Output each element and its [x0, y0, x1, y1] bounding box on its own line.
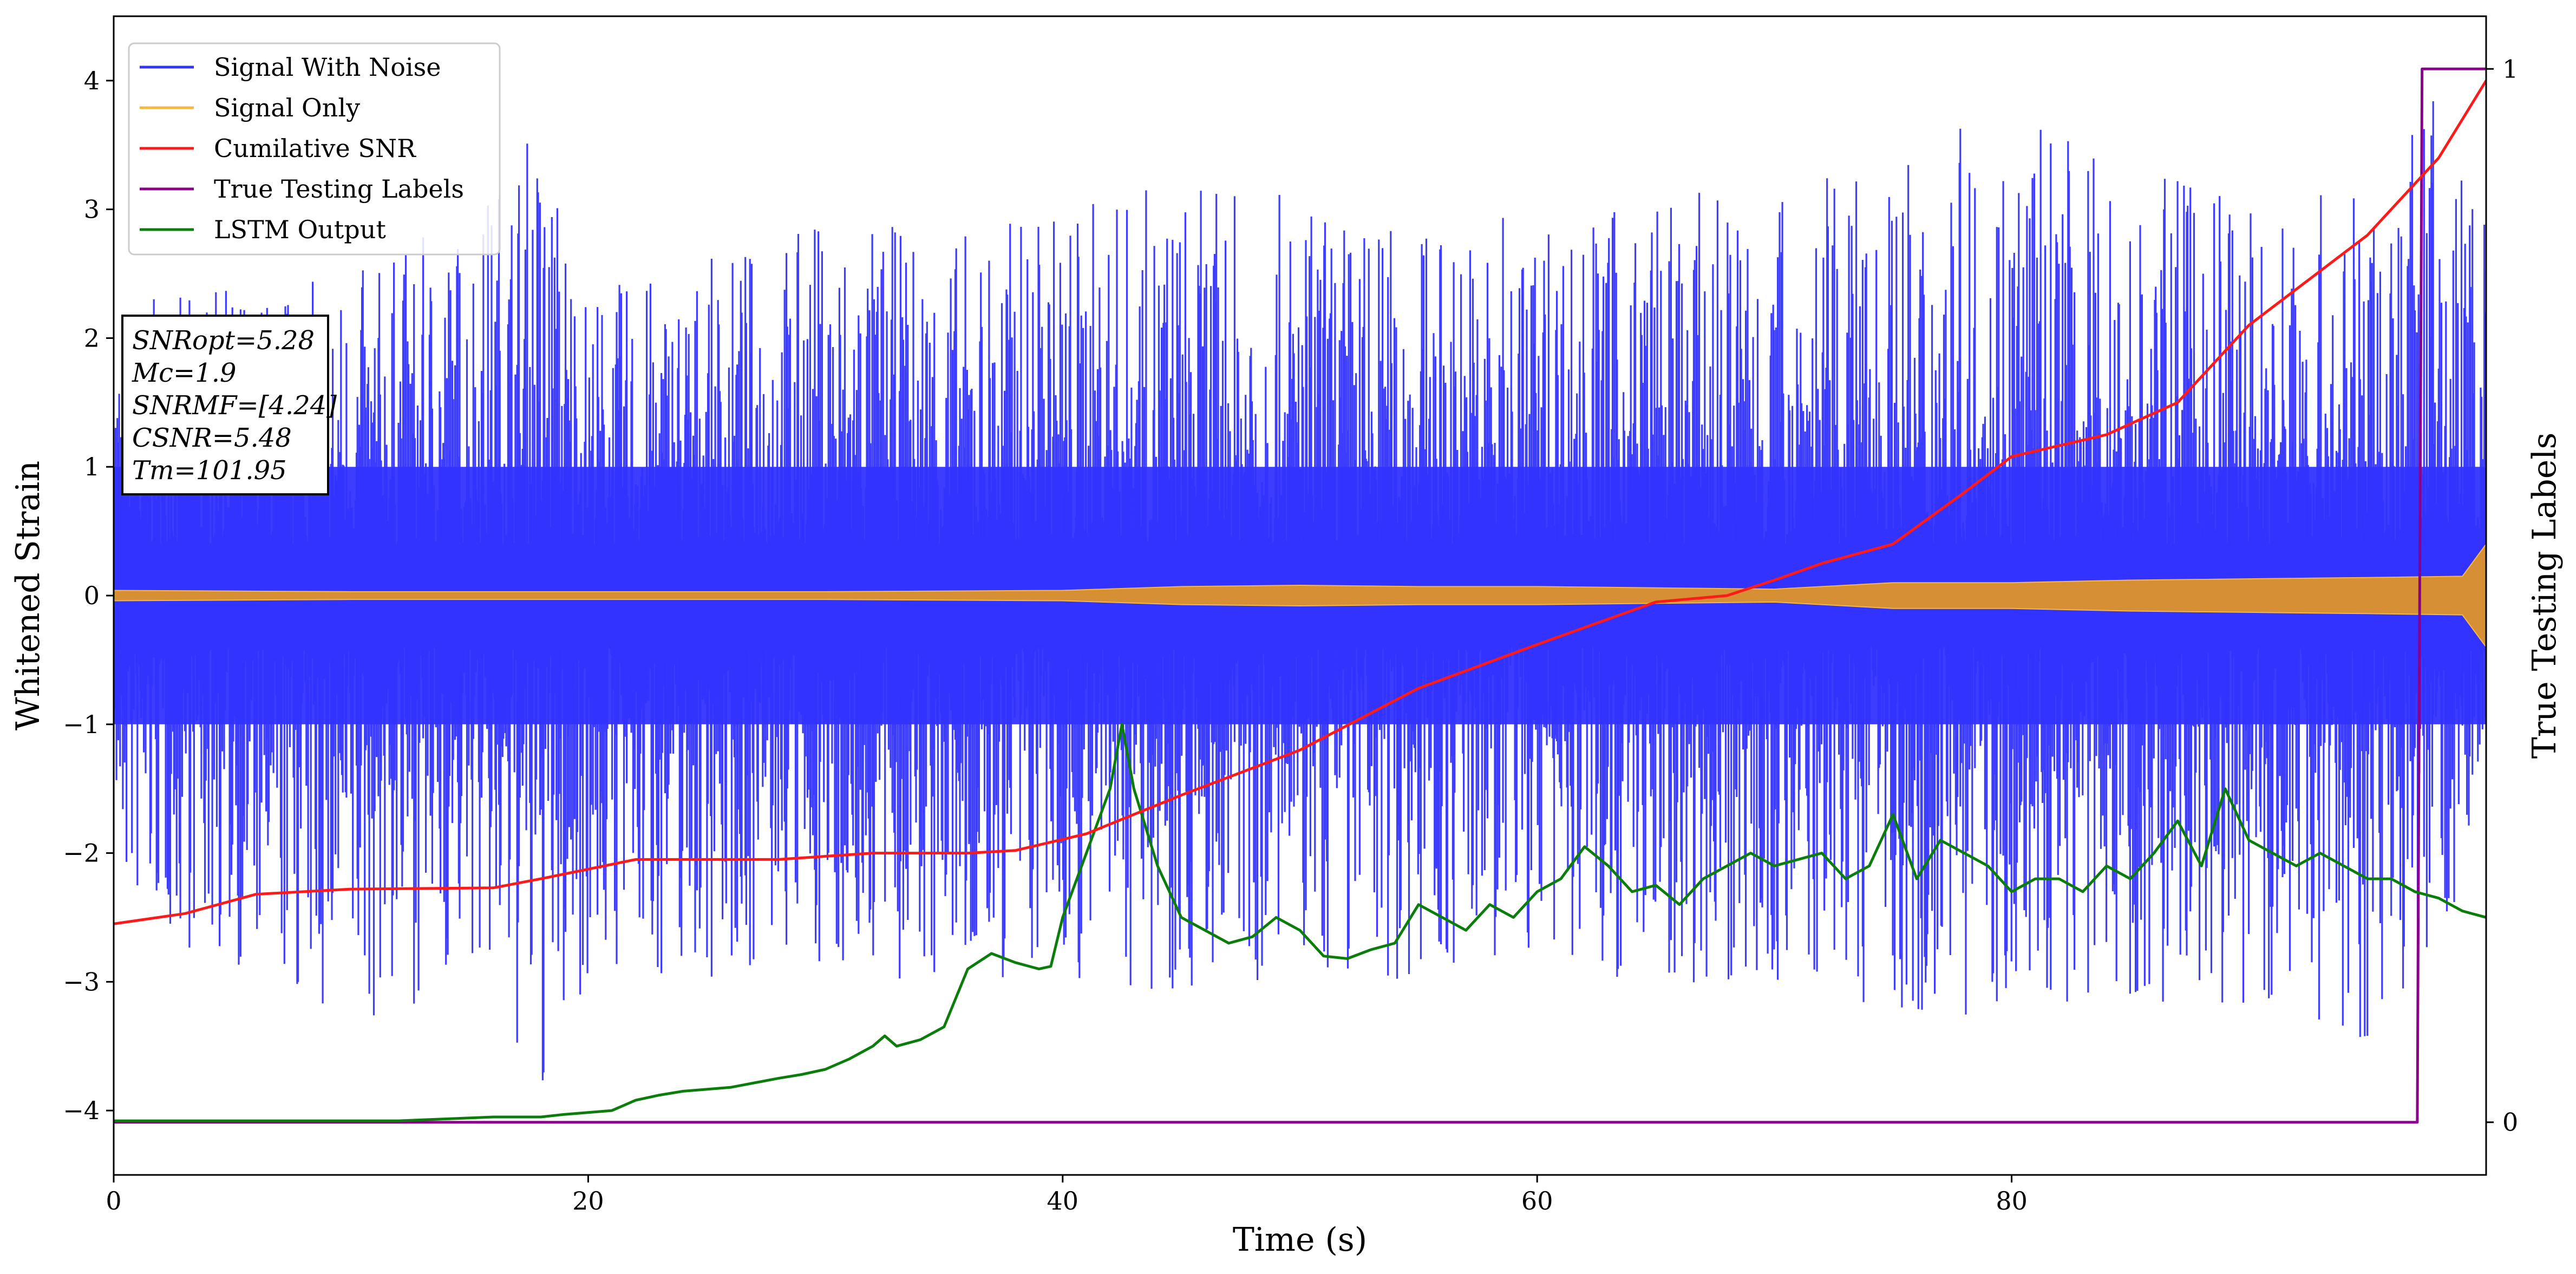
- series-true-testing-labels: [114, 67, 2486, 1124]
- y-tick-label: −2: [63, 839, 100, 868]
- y-tick-label: 0: [84, 581, 100, 610]
- y-axis-left: −4 −3 −2 −1 0 1 2 3 4: [63, 66, 114, 1125]
- info-line-snr-mf: SNRMF=[4.24]: [132, 390, 337, 421]
- legend: Signal With Noise Signal Only Cumilative S…: [128, 42, 501, 256]
- x-tick-label: 20: [572, 1186, 604, 1216]
- series-signal-only: [114, 543, 2486, 648]
- series-lstm-output: [114, 723, 2486, 1122]
- info-line-tm: Tm=101.95: [132, 455, 287, 486]
- series-cumilative-snr: [114, 80, 2486, 925]
- info-line-mc: Mc=1.9: [132, 358, 237, 388]
- info-box: SNRopt=5.28 Mc=1.9 SNRMF=[4.24] CSNR=5.4…: [121, 315, 337, 495]
- y-tick-label: −3: [63, 967, 100, 996]
- x-axis-label: Time (s): [1233, 1221, 1367, 1259]
- legend-label: Signal Only: [214, 93, 360, 122]
- legend-label: True Testing Labels: [214, 174, 464, 204]
- y-right-tick-label: 1: [2502, 54, 2518, 83]
- info-line-snr-opt: SNRopt=5.28: [132, 325, 315, 356]
- y-axis-right-label: True Testing Labels: [2526, 433, 2564, 759]
- x-tick-label: 0: [106, 1186, 121, 1216]
- y-tick-label: 4: [84, 66, 100, 95]
- x-tick-label: 80: [1996, 1186, 2028, 1216]
- x-tick-label: 60: [1521, 1186, 1553, 1216]
- legend-label: LSTM Output: [214, 215, 386, 244]
- x-tick-label: 40: [1047, 1186, 1079, 1216]
- info-box-frame: [121, 315, 329, 495]
- y-tick-label: −1: [63, 710, 100, 739]
- legend-label: Signal With Noise: [214, 53, 441, 82]
- legend-box: [128, 42, 501, 256]
- plot-area: [114, 67, 2486, 1124]
- y-axis-right: 01: [2486, 54, 2518, 1137]
- y-axis-label: Whitened Strain: [9, 461, 47, 730]
- y-tick-label: 1: [84, 452, 100, 481]
- y-tick-label: 2: [84, 323, 100, 352]
- x-axis: 0 20 40 60 80: [106, 1175, 2028, 1216]
- info-line-csnr: CSNR=5.48: [132, 423, 292, 453]
- y-tick-label: 3: [84, 195, 100, 224]
- y-right-tick-label: 0: [2502, 1108, 2518, 1137]
- legend-label: Cumilative SNR: [214, 134, 416, 163]
- y-tick-label: −4: [63, 1096, 100, 1125]
